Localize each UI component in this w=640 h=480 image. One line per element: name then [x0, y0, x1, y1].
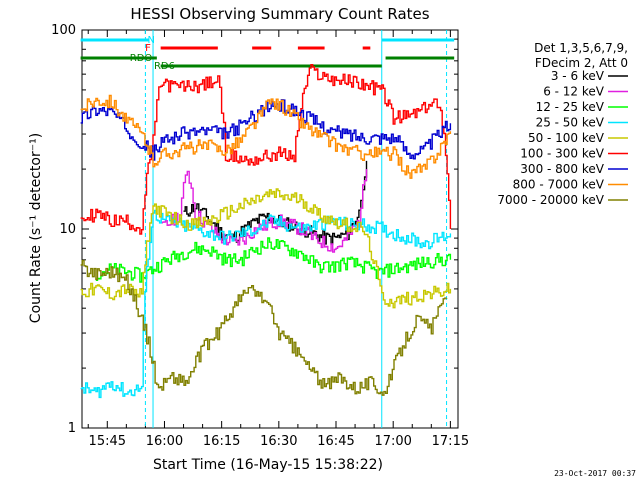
- flag-label-rd6: RD6: [154, 61, 175, 72]
- series-line-3: [80, 209, 452, 399]
- legend-header-decimation: FDecim 2, Att 0: [535, 56, 628, 70]
- y-tick-label: 1: [68, 421, 76, 436]
- legend-label: 7000 - 20000 keV: [497, 193, 604, 207]
- y-tick-label: 100: [51, 23, 76, 38]
- flag-label-f: F: [145, 43, 151, 54]
- x-tick-label: 16:15: [203, 434, 240, 449]
- x-tick-label: 16:45: [317, 434, 354, 449]
- x-tick-label: 16:00: [146, 434, 183, 449]
- series-line-7: [80, 94, 452, 179]
- legend-header-detectors: Det 1,3,5,6,7,9,: [534, 41, 628, 55]
- series-line-2: [95, 237, 452, 283]
- legend-label: 50 - 100 keV: [528, 131, 605, 145]
- legend-label: 25 - 50 keV: [536, 116, 605, 130]
- x-tick-label: 17:15: [432, 434, 469, 449]
- legend-label: 12 - 25 keV: [536, 100, 605, 114]
- legend-label: 800 - 7000 keV: [513, 178, 605, 192]
- legend-label: 6 - 12 keV: [543, 85, 605, 99]
- series-line-4: [80, 188, 452, 309]
- legend-label: 300 - 800 keV: [520, 162, 604, 176]
- y-tick-label: 10: [59, 222, 76, 237]
- x-tick-label: 16:30: [260, 434, 297, 449]
- x-axis-label: Start Time (16-May-15 15:38:22): [153, 457, 383, 473]
- legend-label: 3 - 6 keV: [551, 69, 605, 83]
- plot-frame: [81, 29, 459, 429]
- flag-label-rdo: RDO: [130, 53, 153, 64]
- x-tick-label: 15:45: [89, 434, 126, 449]
- series-line-8: [80, 259, 448, 396]
- flag-label-n: N: [147, 35, 154, 46]
- series-line-5: [80, 64, 452, 235]
- footer-date: 23-Oct-2017 00:37: [554, 469, 636, 478]
- x-tick-label: 17:00: [374, 434, 411, 449]
- y-axis-label: Count Rate (s⁻¹ detector⁻¹): [28, 133, 44, 323]
- chart-title: HESSI Observing Summary Count Rates: [130, 5, 429, 23]
- legend-label: 100 - 300 keV: [520, 147, 604, 161]
- plot-area: 15:45 16:00 16:15 16:30 16:45 17:00 17:15 1 10 10…: [51, 23, 469, 449]
